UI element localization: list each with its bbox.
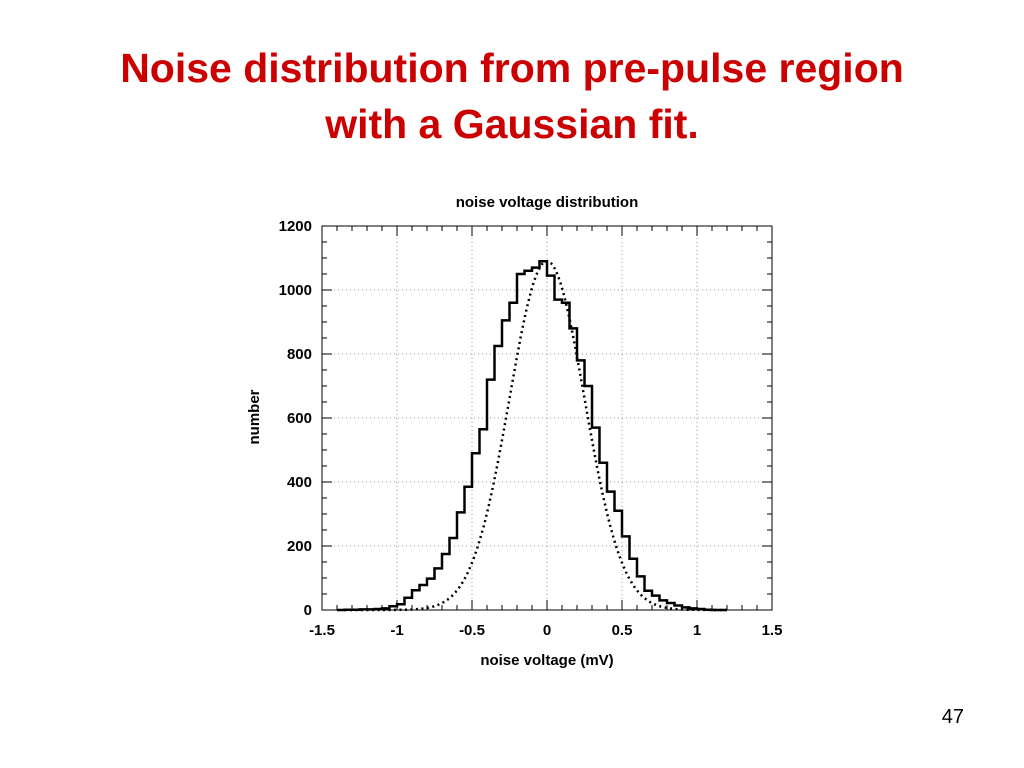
chart-title: noise voltage distribution xyxy=(456,194,639,211)
x-tick-label: -1.5 xyxy=(309,622,335,639)
x-tick-label: 0 xyxy=(543,622,551,639)
page-number: 47 xyxy=(941,706,964,728)
y-tick-label: 1000 xyxy=(279,282,312,299)
x-tick-label: 1 xyxy=(693,622,701,639)
y-tick-label: 200 xyxy=(287,538,312,555)
y-tick-label: 0 xyxy=(304,602,312,619)
x-tick-label: 0.5 xyxy=(612,622,633,639)
y-tick-label: 800 xyxy=(287,346,312,363)
slide-title-line-1: Noise distribution from pre-pulse region xyxy=(120,45,904,91)
histogram-steps xyxy=(337,259,727,612)
x-tick-label: -1 xyxy=(390,622,403,639)
y-tick-label: 400 xyxy=(287,474,312,491)
x-tick-label: -0.5 xyxy=(459,622,485,639)
slide-title-line-2: with a Gaussian fit. xyxy=(325,101,699,147)
y-tick-labels: 0 200 400 600 800 1000 1200 xyxy=(279,218,312,619)
y-axis-label: number xyxy=(246,389,263,444)
axis-ticks xyxy=(321,225,773,611)
x-tick-label: 1.5 xyxy=(762,622,783,639)
x-axis-label: noise voltage (mV) xyxy=(480,652,613,669)
y-tick-label: 1200 xyxy=(279,218,312,235)
x-tick-labels: -1.5 -1 -0.5 0 0.5 1 1.5 xyxy=(309,622,782,639)
grid-lines xyxy=(322,226,772,610)
slide-title: Noise distribution from pre-pulse region… xyxy=(0,40,1024,152)
gaussian-fit-curve xyxy=(344,259,727,612)
y-tick-label: 600 xyxy=(287,410,312,427)
